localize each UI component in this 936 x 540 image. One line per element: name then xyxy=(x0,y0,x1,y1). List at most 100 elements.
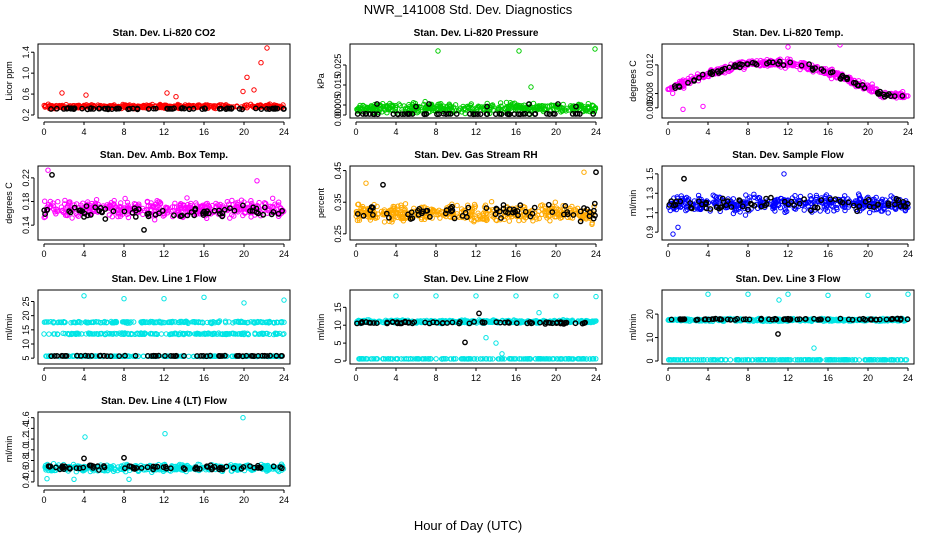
data-point xyxy=(119,353,126,360)
data-point xyxy=(406,101,412,108)
data-point xyxy=(56,319,62,325)
data-point xyxy=(261,352,268,359)
data-point xyxy=(826,72,833,79)
data-point xyxy=(186,331,192,337)
data-point xyxy=(48,106,54,112)
data-point xyxy=(517,202,524,209)
data-point xyxy=(263,319,269,325)
data-point xyxy=(865,292,871,298)
plot-frame xyxy=(37,289,291,365)
data-point xyxy=(156,210,163,217)
x-tick-label: 4 xyxy=(705,249,710,259)
data-point xyxy=(517,213,524,219)
data-point xyxy=(113,353,120,359)
data-point xyxy=(257,331,264,337)
data-point xyxy=(235,318,241,324)
data-point xyxy=(121,208,128,215)
x-tick-label: 4 xyxy=(393,127,398,137)
data-point xyxy=(449,207,456,214)
data-point xyxy=(773,357,780,363)
data-point xyxy=(509,356,515,362)
data-point xyxy=(733,63,739,70)
data-point xyxy=(751,191,757,198)
plot-frame xyxy=(349,165,603,241)
data-point xyxy=(516,103,523,109)
data-point xyxy=(45,167,51,173)
data-point xyxy=(279,207,285,214)
data-point xyxy=(787,56,793,63)
data-point xyxy=(751,194,758,201)
data-point xyxy=(78,202,84,208)
data-point xyxy=(239,106,246,113)
data-point xyxy=(181,352,187,359)
data-point xyxy=(172,331,178,337)
data-point xyxy=(66,208,73,215)
data-point xyxy=(216,210,223,217)
data-point xyxy=(380,181,386,188)
data-point xyxy=(71,319,78,325)
data-point xyxy=(59,207,66,214)
data-point xyxy=(829,69,836,75)
data-point xyxy=(499,351,505,357)
data-point xyxy=(536,310,542,316)
data-point xyxy=(87,106,94,112)
data-point xyxy=(260,211,267,218)
data-point xyxy=(233,352,240,359)
data-point xyxy=(371,104,377,111)
data-point xyxy=(577,218,584,225)
chart-title: Stan. Dev. Li-820 CO2 xyxy=(113,28,216,39)
data-point xyxy=(43,319,50,325)
y-tick-label: 0.35 xyxy=(333,193,343,211)
data-point xyxy=(258,319,264,325)
data-point xyxy=(777,357,783,363)
chart-title: Stan. Dev. Line 2 Flow xyxy=(424,274,529,285)
data-point xyxy=(544,110,550,117)
x-tick-label: 12 xyxy=(159,249,169,259)
data-point xyxy=(854,208,860,215)
data-point xyxy=(190,319,197,325)
data-point xyxy=(402,206,408,212)
data-point xyxy=(540,356,547,362)
x-tick-label: 8 xyxy=(121,127,126,137)
x-tick-label: 16 xyxy=(511,373,521,383)
data-point xyxy=(253,205,260,212)
data-point xyxy=(116,353,123,359)
data-point xyxy=(494,217,500,224)
data-point xyxy=(806,61,812,68)
data-point xyxy=(586,213,593,220)
data-point xyxy=(558,109,564,115)
data-point xyxy=(238,318,244,324)
data-point xyxy=(60,330,66,336)
data-point xyxy=(388,107,394,113)
data-point xyxy=(273,352,280,359)
data-point xyxy=(700,103,706,110)
data-point xyxy=(359,111,366,117)
data-point xyxy=(477,111,484,118)
data-point xyxy=(670,90,676,97)
data-point xyxy=(375,108,381,114)
data-point xyxy=(484,103,490,110)
data-point xyxy=(432,108,439,115)
data-point xyxy=(895,197,902,204)
x-tick-label: 24 xyxy=(279,127,289,137)
data-point xyxy=(754,195,760,202)
data-point xyxy=(215,202,221,208)
data-point xyxy=(427,356,434,362)
data-point xyxy=(694,357,701,363)
data-point xyxy=(771,357,777,363)
data-point xyxy=(132,352,139,359)
data-point xyxy=(409,215,416,222)
data-point xyxy=(97,352,104,359)
data-point xyxy=(744,61,751,67)
data-point xyxy=(769,203,776,209)
data-point xyxy=(745,206,751,213)
data-point xyxy=(126,105,133,112)
y-tick-label: 5 xyxy=(21,356,31,361)
data-point xyxy=(707,69,714,76)
data-point xyxy=(796,200,803,207)
x-tick-label: 20 xyxy=(551,373,561,383)
data-point xyxy=(41,331,47,337)
data-point xyxy=(371,356,377,362)
data-point xyxy=(471,318,477,325)
